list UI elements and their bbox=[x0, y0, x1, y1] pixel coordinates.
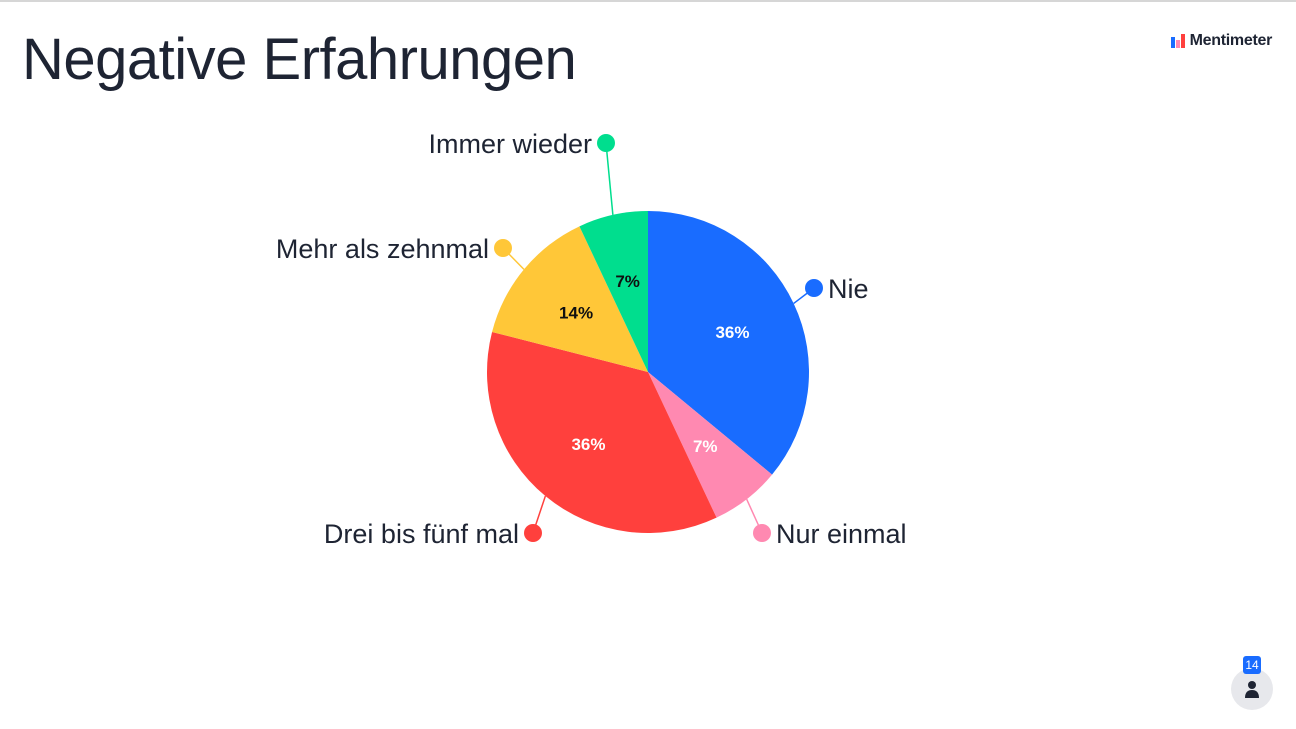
category-label-1: Nur einmal bbox=[776, 519, 907, 549]
participants-indicator[interactable]: 14 bbox=[1231, 656, 1273, 710]
slice-value-label-0: 36% bbox=[715, 323, 749, 342]
slide-title: Negative Erfahrungen bbox=[22, 27, 577, 92]
mentimeter-logo-icon bbox=[1170, 34, 1185, 48]
pie-slice-1 bbox=[648, 372, 773, 518]
leader-line-4 bbox=[605, 142, 614, 215]
participant-count-badge: 14 bbox=[1243, 656, 1261, 674]
legend-dot-3 bbox=[494, 239, 512, 257]
slice-value-label-4: 7% bbox=[615, 272, 640, 291]
slice-value-label-1: 7% bbox=[693, 437, 718, 456]
legend-dot-4 bbox=[597, 134, 615, 152]
category-label-3: Mehr als zehnmal bbox=[276, 234, 489, 264]
pie-slice-3 bbox=[492, 226, 648, 372]
category-label-2: Drei bis fünf mal bbox=[324, 519, 519, 549]
category-label-0: Nie bbox=[828, 274, 869, 304]
slice-value-label-2: 36% bbox=[571, 435, 605, 454]
legend-dot-1 bbox=[753, 524, 771, 542]
top-divider bbox=[0, 0, 1296, 2]
pie-slice-4 bbox=[579, 211, 648, 372]
category-label-4: Immer wieder bbox=[428, 129, 592, 159]
legend-dot-0 bbox=[805, 279, 823, 297]
pie-slice-0 bbox=[648, 211, 809, 475]
pie-slice-2 bbox=[486, 331, 717, 534]
brand: Mentimeter bbox=[1170, 32, 1273, 50]
slice-value-label-3: 14% bbox=[559, 303, 593, 322]
person-icon bbox=[1245, 681, 1259, 698]
brand-name: Mentimeter bbox=[1189, 32, 1273, 49]
legend-dot-2 bbox=[524, 524, 542, 542]
